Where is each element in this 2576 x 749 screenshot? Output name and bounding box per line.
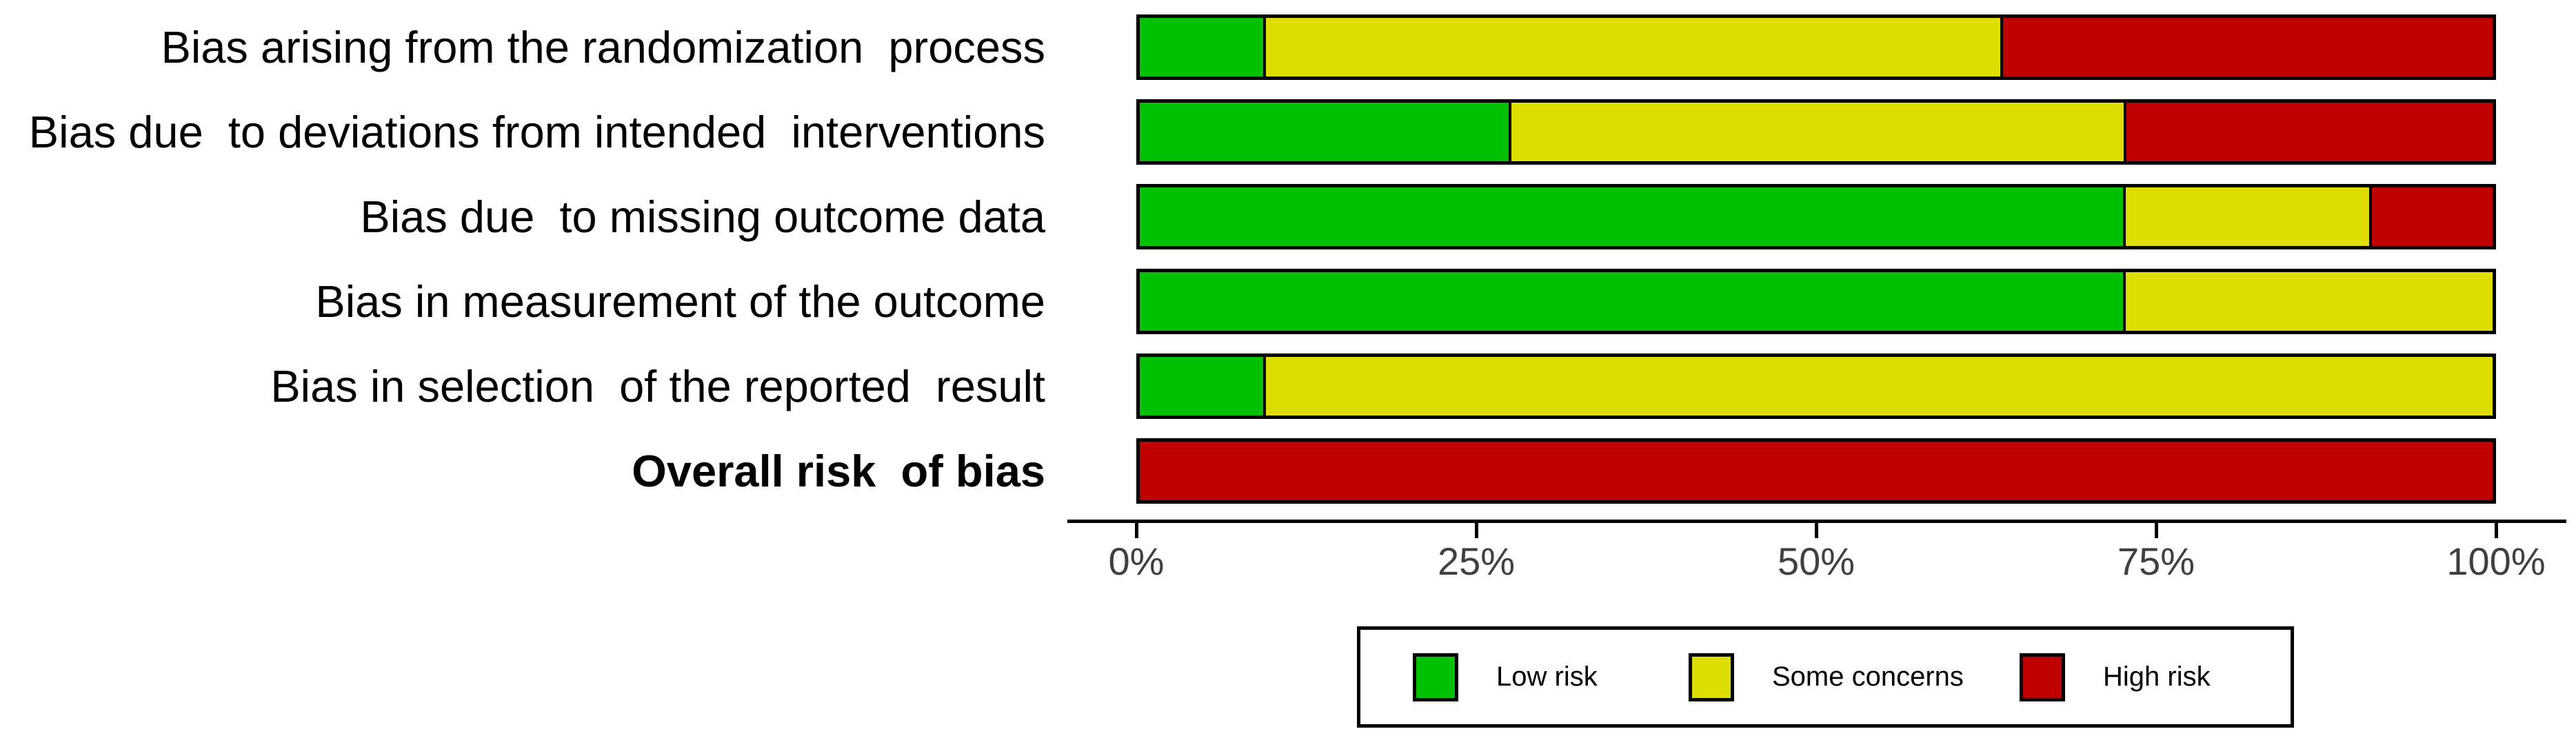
x-axis-tick-label: 25% (1437, 540, 1516, 583)
x-axis-tick-label: 50% (1777, 540, 1855, 583)
x-axis-tick (2495, 523, 2498, 538)
category-label: Overall risk of bias (632, 446, 1045, 496)
chart-row: Bias due to deviations from intended int… (0, 99, 2496, 165)
chart-row: Bias due to missing outcome data (0, 184, 2496, 249)
chart-row: Overall risk of bias (0, 438, 2496, 504)
category-label: Bias due to deviations from intended int… (28, 107, 1045, 157)
x-axis-line (1067, 520, 2566, 523)
stacked-bar (1136, 269, 2496, 334)
legend-label: Some concerns (1772, 661, 1964, 692)
stacked-bar (1136, 184, 2496, 249)
x-axis-tick (1475, 523, 1478, 538)
stacked-bar (1136, 99, 2496, 165)
bar-segment-low-risk (1140, 18, 1263, 76)
chart-row: Bias in measurement of the outcome (0, 269, 2496, 334)
x-axis-tick (2155, 523, 2158, 538)
category-label: Bias arising from the randomization proc… (161, 22, 1045, 72)
category-label: Bias in measurement of the outcome (315, 276, 1045, 327)
bar-segment-low-risk (1140, 103, 1509, 161)
bar-segment-some-concerns (1262, 357, 2493, 415)
bar-segment-some-concerns (2123, 187, 2370, 246)
bar-segment-high-risk (1140, 442, 2493, 500)
legend-item: Low risk (1413, 630, 1598, 724)
legend-label: Low risk (1496, 661, 1598, 692)
x-axis-tick-label: 75% (2117, 540, 2195, 583)
legend-label: High risk (2103, 661, 2211, 692)
bar-segment-high-risk (2000, 18, 2493, 76)
category-label: Bias due to missing outcome data (360, 192, 1045, 242)
legend-item: Some concerns (1689, 630, 1964, 724)
high-risk-swatch-icon (2020, 653, 2065, 701)
low-risk-swatch-icon (1413, 653, 1458, 701)
bar-segment-low-risk (1140, 187, 2124, 246)
bar-segment-low-risk (1140, 357, 1263, 415)
legend-item: High risk (2020, 630, 2211, 724)
some-concerns-swatch-icon (1689, 653, 1734, 701)
x-axis-tick (1135, 523, 1138, 538)
chart-rows: Bias arising from the randomization proc… (0, 14, 2496, 523)
legend-box: Low risk Some concerns High risk (1357, 626, 2294, 728)
bar-segment-some-concerns (1509, 103, 2124, 161)
category-label: Bias in selection of the reported result (270, 361, 1045, 411)
bar-segment-low-risk (1140, 272, 2124, 331)
x-axis-tick-label: 0% (1108, 540, 1165, 583)
stacked-bar (1136, 438, 2496, 504)
chart-row: Bias in selection of the reported result (0, 353, 2496, 419)
chart-row: Bias arising from the randomization proc… (0, 14, 2496, 80)
bar-segment-high-risk (2369, 187, 2493, 246)
bar-segment-some-concerns (2123, 272, 2493, 331)
stacked-bar (1136, 14, 2496, 80)
stacked-bar (1136, 353, 2496, 419)
bar-segment-high-risk (2123, 103, 2493, 161)
bar-segment-some-concerns (1262, 18, 2000, 76)
x-axis-tick-label: 100% (2446, 540, 2546, 583)
x-axis-tick (1815, 523, 1818, 538)
